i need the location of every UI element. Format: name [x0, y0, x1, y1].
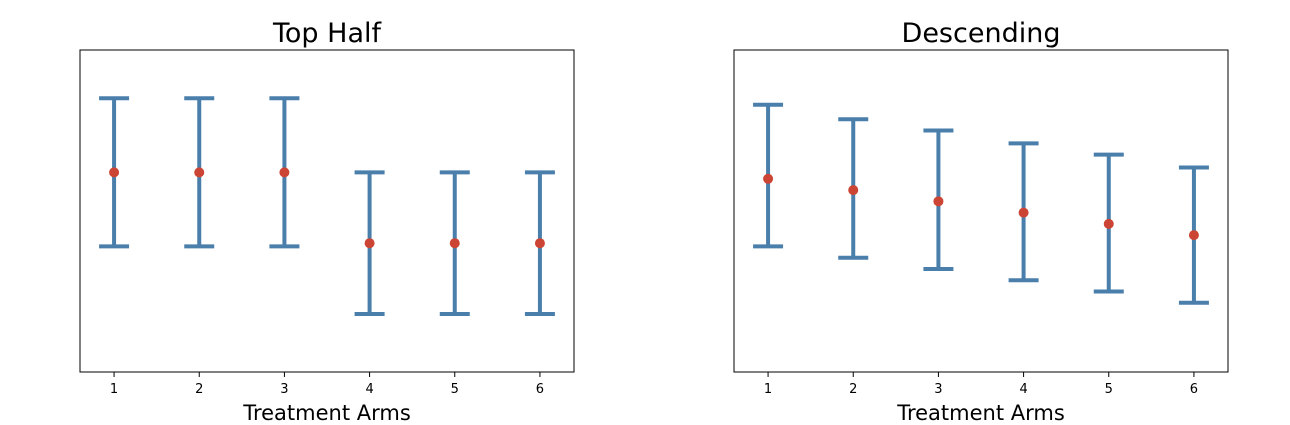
x-tick-label: 4 — [365, 382, 373, 397]
x-tick-label: 5 — [451, 382, 459, 397]
x-tick-label: 5 — [1105, 382, 1113, 397]
error-bar-3 — [923, 128, 954, 271]
error-bar-2 — [838, 117, 869, 260]
chart-panel-top-half: Top Half 1 2 3 4 5 6 Treatment Arms — [79, 18, 575, 425]
chart-title: Top Half — [272, 18, 382, 49]
mean-point — [194, 167, 205, 178]
error-bars — [99, 96, 555, 317]
mean-point — [1188, 230, 1199, 241]
x-axis-label: Treatment Arms — [896, 401, 1065, 425]
chart-panel-descending: Descending 1 2 3 4 5 6 Treatment Arms — [733, 18, 1229, 425]
error-bar-2 — [184, 96, 215, 249]
error-bar-6 — [524, 170, 555, 317]
x-tick-label: 6 — [1190, 382, 1198, 397]
x-tick-label: 3 — [934, 382, 942, 397]
mean-point — [933, 196, 944, 207]
mean-point — [848, 185, 859, 196]
plot-frame — [733, 49, 1229, 373]
x-axis-ticks: 1 2 3 4 5 6 — [110, 372, 544, 397]
error-bar-4 — [354, 170, 385, 317]
mean-point — [449, 238, 460, 249]
mean-point — [1018, 207, 1029, 218]
x-tick-label: 2 — [849, 382, 857, 397]
mean-point — [364, 238, 375, 249]
mean-point — [1103, 218, 1114, 229]
plot-frame — [79, 49, 575, 373]
error-bar-6 — [1178, 165, 1209, 305]
chart-title: Descending — [902, 18, 1061, 49]
error-bars — [753, 102, 1209, 305]
mean-point — [534, 238, 545, 249]
x-axis-label: Treatment Arms — [242, 401, 411, 425]
x-tick-label: 2 — [195, 382, 203, 397]
x-tick-label: 1 — [764, 382, 772, 397]
x-tick-label: 1 — [110, 382, 118, 397]
mean-point — [763, 173, 774, 184]
error-bar-1 — [753, 102, 784, 249]
error-bar-3 — [269, 96, 300, 249]
error-bar-5 — [439, 170, 470, 317]
mean-point — [109, 167, 120, 178]
x-axis-ticks: 1 2 3 4 5 6 — [764, 372, 1198, 397]
x-tick-label: 4 — [1019, 382, 1027, 397]
mean-point — [279, 167, 290, 178]
error-bar-1 — [99, 96, 130, 249]
error-bar-4 — [1008, 141, 1039, 283]
x-tick-label: 6 — [536, 382, 544, 397]
x-tick-label: 3 — [280, 382, 288, 397]
error-bar-5 — [1093, 152, 1124, 294]
